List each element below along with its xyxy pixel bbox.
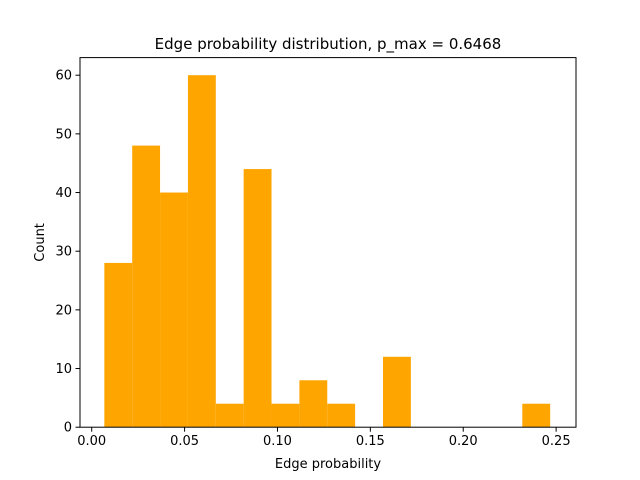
histogram-bar bbox=[382, 356, 411, 428]
histogram-bar bbox=[104, 262, 133, 428]
histogram-bar bbox=[160, 192, 188, 428]
chart-title: Edge probability distribution, p_max = 0… bbox=[155, 35, 502, 54]
histogram-bar bbox=[243, 169, 272, 428]
y-tick-label: 0 bbox=[64, 421, 72, 436]
x-tick-label: 0.15 bbox=[356, 434, 385, 449]
histogram-bar bbox=[187, 75, 216, 428]
y-tick-label: 30 bbox=[55, 245, 72, 260]
x-tick-label: 0.05 bbox=[170, 434, 199, 449]
y-tick-label: 50 bbox=[55, 127, 72, 142]
x-axis-ticks: 0.00 0.05 0.10 0.15 0.20 0.25 bbox=[77, 427, 571, 449]
histogram-bar bbox=[271, 403, 300, 428]
x-tick-label: 0.00 bbox=[77, 434, 106, 449]
y-tick-label: 40 bbox=[55, 186, 72, 201]
x-axis-label: Edge probability bbox=[275, 457, 382, 472]
y-axis-ticks: 0 10 20 30 40 50 60 bbox=[55, 69, 80, 436]
y-tick-label: 20 bbox=[55, 303, 72, 318]
histogram-bar bbox=[327, 403, 356, 428]
plot-area-frame bbox=[79, 57, 577, 428]
y-axis-label: Count bbox=[33, 223, 48, 262]
x-tick-label: 0.25 bbox=[542, 434, 571, 449]
histogram-bar bbox=[299, 380, 328, 428]
histogram-bar bbox=[132, 145, 161, 428]
bars-group bbox=[104, 75, 551, 428]
y-tick-label: 60 bbox=[55, 69, 72, 84]
histogram-bar bbox=[522, 403, 551, 428]
x-tick-label: 0.10 bbox=[263, 434, 292, 449]
x-tick-label: 0.20 bbox=[449, 434, 478, 449]
histogram-bar bbox=[215, 403, 244, 428]
y-tick-label: 10 bbox=[55, 362, 72, 377]
